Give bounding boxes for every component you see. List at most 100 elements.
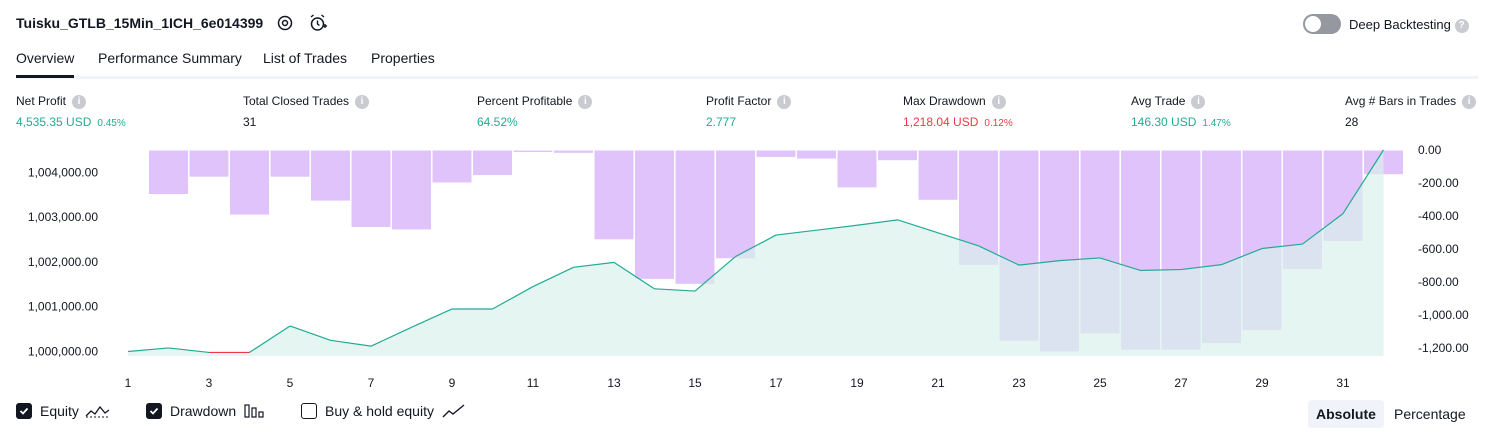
equity-line-segment: [492, 286, 534, 310]
deep-backtesting-toggle[interactable]: [1303, 14, 1341, 34]
drawdown-bar: [229, 149, 270, 216]
equity-line-segment: [978, 245, 1020, 266]
stat-label: Avg # Bars in Trades i: [1345, 94, 1477, 109]
x-axis-tick: 27: [1174, 376, 1188, 390]
equity-line-segment: [816, 224, 858, 231]
strategy-title: Tuisku_GTLB_15Min_1ICH_6e014399: [16, 15, 264, 31]
x-axis-tick: 21: [931, 376, 945, 390]
stat-label: Total Closed Trades i: [243, 94, 370, 109]
stat-label: Profit Factor i: [706, 94, 792, 109]
drawdown-bars-icon: [244, 404, 264, 418]
info-icon[interactable]: i: [355, 94, 370, 109]
right-axis-tick: -1,200.00: [1418, 341, 1469, 355]
stat-value-text: 28: [1345, 114, 1359, 129]
equity-area: [128, 150, 1384, 356]
right-axis-tick: -200.00: [1418, 176, 1459, 190]
absolute-button[interactable]: Absolute: [1308, 400, 1384, 428]
left-axis-tick: 1,003,000.00: [28, 210, 98, 224]
equity-line-segment: [1018, 260, 1060, 266]
stat-avg-bars-in-trades: Avg # Bars in Trades i 28: [1345, 94, 1477, 129]
stat-value: 4,535.35 USD 0.45%: [16, 115, 126, 129]
info-icon[interactable]: i: [777, 94, 792, 109]
drawdown-bar: [715, 149, 756, 260]
settings-icon[interactable]: [276, 14, 294, 32]
tab-properties[interactable]: Properties: [371, 50, 435, 66]
x-axis-tick: 11: [527, 376, 540, 390]
drawdown-legend-label: Drawdown: [170, 403, 237, 419]
stat-value: 31: [243, 115, 369, 129]
add-alert-icon[interactable]: [309, 14, 327, 32]
drawdown-bar: [472, 149, 513, 177]
equity-checkbox[interactable]: [16, 403, 32, 419]
drawdown-bar: [148, 149, 189, 195]
stat-label-text: Percent Profitable: [477, 94, 573, 108]
stat-label: Percent Profitable i: [477, 94, 593, 109]
stat-label: Avg Trade i: [1131, 94, 1231, 109]
drawdown-bar: [188, 149, 230, 178]
equity-line-segment: [694, 256, 736, 292]
right-axis-tick: 0.00: [1418, 143, 1442, 157]
stat-label-text: Total Closed Trades: [243, 94, 350, 108]
x-axis-tick: 7: [368, 376, 375, 390]
equity-line-segment: [1302, 213, 1344, 245]
left-axis-tick: 1,000,000.00: [28, 345, 98, 359]
stat-value: 2.777: [706, 115, 791, 129]
equity-line-segment: [1261, 243, 1303, 250]
drawdown-bar: [350, 149, 392, 228]
equity-line-segment: [735, 234, 777, 258]
equity-line-segment: [856, 219, 898, 226]
tab-performance-summary[interactable]: Performance Summary: [98, 50, 242, 66]
equity-line-segment: [249, 325, 291, 353]
stat-value-text: 64.52%: [477, 114, 518, 129]
equity-line-segment: [1140, 268, 1182, 272]
tab-overview[interactable]: Overview: [16, 50, 75, 78]
drawdown-bar: [755, 149, 797, 158]
info-icon[interactable]: i: [1191, 94, 1206, 109]
legend-buy-hold[interactable]: Buy & hold equity: [301, 403, 466, 419]
legend-drawdown[interactable]: Drawdown: [146, 403, 266, 419]
stat-label-text: Net Profit: [16, 94, 67, 108]
equity-line-segment: [1342, 149, 1385, 214]
stat-max-drawdown: Max Drawdown i 1,218.04 USD 0.12%: [903, 94, 1013, 129]
left-axis-tick: 1,001,000.00: [28, 300, 98, 314]
percentage-button[interactable]: Percentage: [1394, 406, 1466, 422]
drawdown-bar: [391, 149, 432, 231]
info-icon[interactable]: i: [578, 94, 593, 109]
help-icon[interactable]: ?: [1454, 18, 1469, 33]
x-axis-tick: 23: [1012, 376, 1026, 390]
info-icon[interactable]: i: [72, 94, 87, 109]
x-axis-tick: 9: [449, 376, 456, 390]
legend-equity[interactable]: Equity: [16, 403, 111, 419]
toggle-knob: [1305, 16, 1321, 32]
stat-label-text: Avg # Bars in Trades: [1345, 94, 1457, 108]
stat-percent: 1.47%: [1202, 117, 1231, 129]
x-axis-tick: 3: [206, 376, 213, 390]
stat-net-profit: Net Profit i 4,535.35 USD 0.45%: [16, 94, 126, 129]
equity-drawdown-chart: 1,004,000.00 1,003,000.00 1,002,000.00 1,00…: [28, 143, 1469, 390]
drawdown-bar: [431, 149, 473, 184]
x-axis-tick: 31: [1336, 376, 1350, 390]
equity-line-segment: [613, 261, 655, 290]
stat-value-text: 146.30 USD: [1131, 114, 1197, 129]
drawdown-bar: [269, 149, 311, 178]
stat-label-text: Max Drawdown: [903, 94, 986, 108]
info-icon[interactable]: i: [991, 94, 1006, 109]
stat-total-closed-trades: Total Closed Trades i 31: [243, 94, 370, 129]
tab-list-of-trades[interactable]: List of Trades: [263, 50, 348, 66]
drawdown-bar: [310, 149, 351, 202]
info-icon[interactable]: i: [1462, 94, 1477, 109]
equity-line-segment: [168, 347, 210, 354]
equity-line-segment: [897, 219, 939, 234]
equity-line-segment: [330, 339, 372, 347]
stat-percent-profitable: Percent Profitable i 64.52%: [477, 94, 593, 129]
stat-label: Net Profit i: [16, 94, 126, 109]
equity-line-segment: [1059, 257, 1101, 262]
right-axis-tick: -800.00: [1418, 275, 1459, 289]
equity-line-segment: [937, 232, 979, 247]
stat-value: 146.30 USD 1.47%: [1131, 115, 1231, 129]
equity-line-segment: [1221, 247, 1263, 266]
x-axis-tick: 5: [287, 376, 294, 390]
x-axis-tick: 19: [850, 376, 864, 390]
buy-hold-checkbox[interactable]: [301, 403, 317, 419]
drawdown-checkbox[interactable]: [146, 403, 162, 419]
